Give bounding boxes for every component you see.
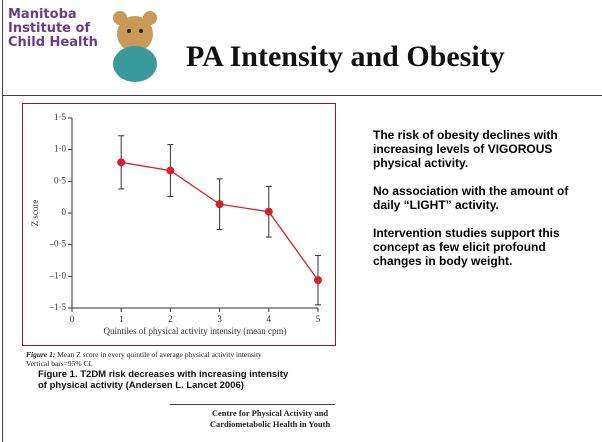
point: [314, 276, 322, 285]
logo-line: Manitoba: [8, 7, 77, 22]
y-axis-label: Z score: [30, 200, 40, 227]
x-tick-label: 2: [168, 314, 173, 324]
caption-label: Figure 1:: [26, 350, 56, 359]
point: [215, 200, 224, 209]
logo-line: Institute of: [8, 21, 91, 36]
chart-frame: [22, 103, 336, 346]
y-tick-label: 0: [62, 207, 67, 217]
logo-text: Manitoba Institute of Child Health: [8, 8, 98, 50]
caption-text: Mean Z score in every quintile of averag…: [57, 350, 262, 359]
footer: Centre for Physical Activity and Cardiom…: [170, 408, 370, 430]
y-tick-label: 0·5: [54, 175, 66, 185]
y-tick-label: 1·0: [54, 144, 66, 154]
footer-rule: [170, 404, 335, 405]
footer-line: Centre for Physical Activity and: [211, 408, 329, 418]
chart: Z score Quintiles of physical activity i…: [22, 103, 336, 346]
logo-line: Child Health: [8, 35, 98, 50]
x-tick-label: 4: [267, 314, 272, 324]
bullet: Intervention studies support this concep…: [373, 226, 560, 268]
bullet: No association with the amount of daily …: [373, 184, 569, 212]
caption-note: Vertical bars=95% CI.: [26, 359, 93, 368]
bullet: The risk of obesity declines with increa…: [373, 128, 558, 170]
point: [117, 158, 126, 167]
x-tick-label: 1: [119, 314, 124, 324]
summary-line: Figure 1. T2DM risk decreases with incre…: [38, 369, 289, 380]
slide-title: PA Intensity and Obesity: [186, 40, 505, 73]
y-tick-label: 1·5: [54, 112, 66, 122]
footer-line: Cardiometabolic Health in Youth: [209, 419, 331, 429]
left-border: [2, 0, 3, 442]
y-tick-label: –1·5: [49, 302, 67, 312]
x-tick-label: 5: [316, 314, 321, 324]
bullets: The risk of obesity declines with increa…: [373, 128, 578, 282]
figure-caption: Figure 1: Mean Z score in every quintile…: [26, 350, 262, 368]
y-tick-label: –0·5: [49, 239, 67, 249]
point: [264, 207, 273, 216]
point: [166, 166, 175, 175]
y-tick-label: –1·0: [49, 270, 67, 280]
caption-line: Figure 1: Mean Z score in every quintile…: [26, 350, 262, 359]
x-tick-label: 0: [70, 314, 75, 324]
x-tick-label: 3: [217, 314, 222, 324]
x-axis-label: Quintiles of physical activity intensity…: [104, 326, 287, 336]
figure-summary: Figure 1. T2DM risk decreases with incre…: [38, 369, 288, 391]
summary-line: of physical activity (Andersen L. Lancet…: [38, 380, 244, 391]
header-rule: [2, 95, 602, 96]
logo-bear: [113, 11, 157, 82]
